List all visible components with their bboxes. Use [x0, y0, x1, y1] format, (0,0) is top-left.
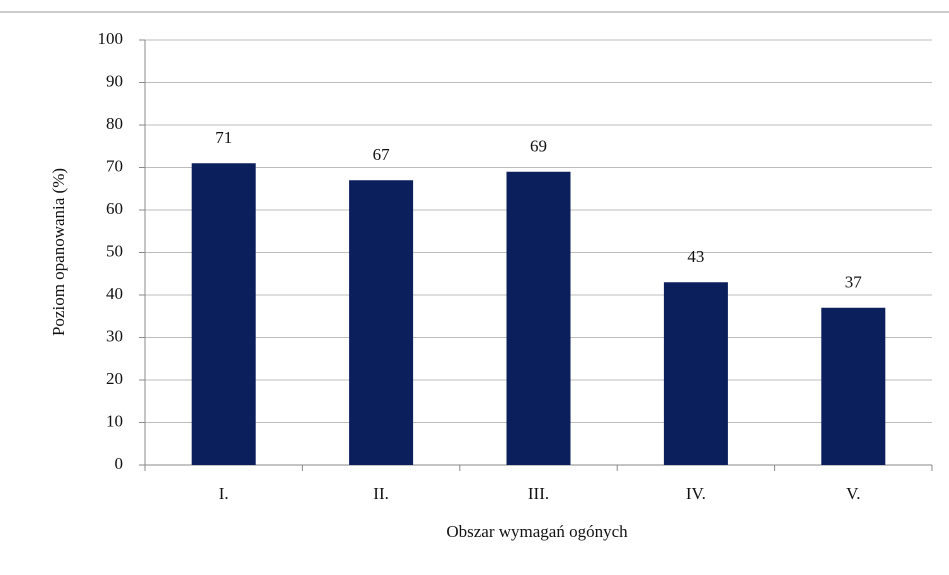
- y-tick-label: 10: [106, 411, 123, 430]
- y-tick-label: 40: [106, 284, 123, 303]
- y-tick-label: 80: [106, 114, 123, 133]
- bar: [191, 163, 256, 465]
- bar: [663, 282, 728, 465]
- bar: [821, 307, 886, 465]
- data-label: 37: [845, 273, 863, 292]
- bar: [349, 180, 414, 465]
- y-tick-label: 20: [106, 369, 123, 388]
- x-tick-label: I.: [219, 484, 229, 503]
- y-tick-label: 0: [115, 454, 124, 473]
- x-tick-label: V.: [846, 484, 860, 503]
- y-tick-label: 90: [106, 71, 123, 90]
- data-label: 69: [530, 137, 547, 156]
- data-label: 43: [687, 247, 704, 266]
- x-tick-label: IV.: [686, 484, 706, 503]
- x-tick-label: II.: [373, 484, 389, 503]
- bar: [506, 171, 571, 465]
- y-tick-label: 60: [106, 199, 123, 218]
- x-tick-label: III.: [528, 484, 549, 503]
- y-tick-label: 30: [106, 326, 123, 345]
- y-tick-label: 100: [98, 29, 124, 48]
- y-axis-label: Poziom opanowania (%): [49, 168, 68, 336]
- x-axis-label: Obszar wymagań ogónych: [446, 522, 628, 541]
- data-label: 71: [215, 128, 232, 147]
- data-label: 67: [373, 145, 391, 164]
- y-tick-label: 70: [106, 156, 123, 175]
- y-tick-label: 50: [106, 241, 123, 260]
